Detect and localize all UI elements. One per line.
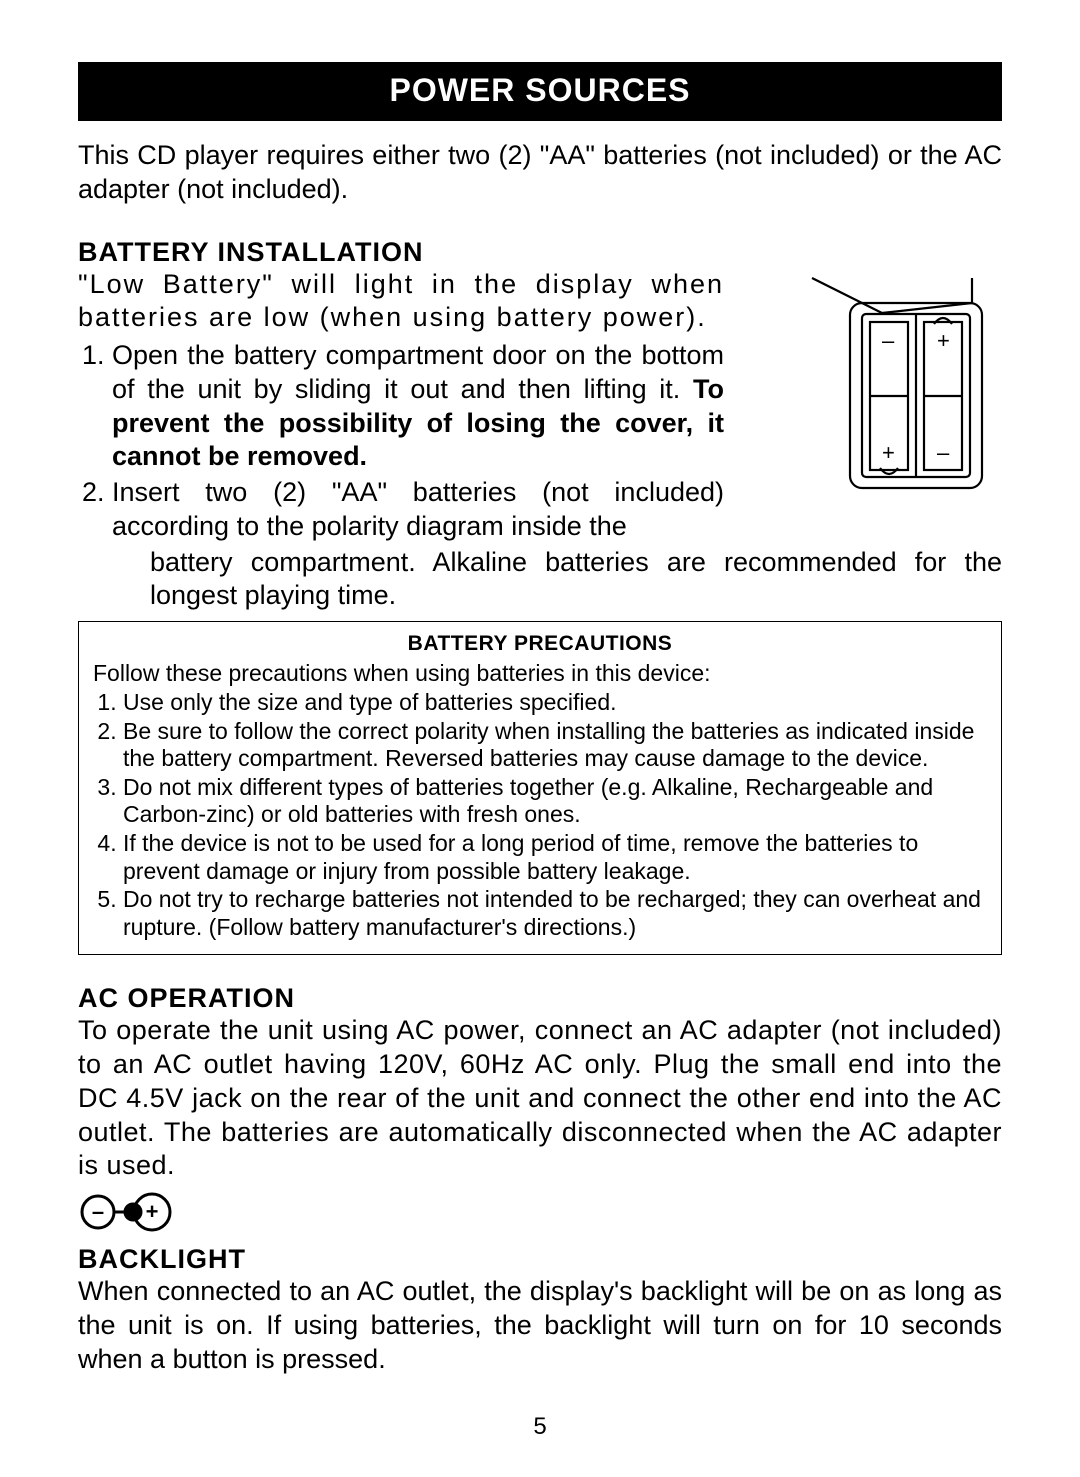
precaution-item: Be sure to follow the correct polarity w… [123, 718, 987, 773]
backlight-body: When connected to an AC outlet, the disp… [78, 1275, 1002, 1376]
precaution-item: Do not try to recharge batteries not int… [123, 886, 987, 941]
dc-polarity-icon: – + [78, 1189, 188, 1235]
minus-symbol: – [937, 440, 950, 465]
battery-step-1-pre: Open the battery compartment door on the… [112, 340, 724, 404]
battery-precautions-box: BATTERY PRECAUTIONS Follow these precaut… [78, 621, 1002, 955]
battery-installation-heading: BATTERY INSTALLATION [78, 237, 1002, 268]
battery-installation-row: "Low Battery" will light in the display … [78, 268, 1002, 546]
battery-step-2-head: Insert two (2) "AA" batteries (not inclu… [112, 476, 724, 544]
page-title-bar: POWER SOURCES [78, 62, 1002, 121]
battery-diagram: – + + – [742, 268, 1002, 546]
precautions-title: BATTERY PRECAUTIONS [93, 632, 987, 656]
page-title: POWER SOURCES [389, 72, 690, 108]
dc-polarity-diagram: – + [78, 1189, 1002, 1240]
battery-installation-text: "Low Battery" will light in the display … [78, 268, 724, 546]
precaution-item: Do not mix different types of batteries … [123, 774, 987, 829]
precaution-item: Use only the size and type of batteries … [123, 689, 987, 717]
plus-symbol: + [146, 1199, 159, 1224]
intro-text: This CD player requires either two (2) "… [78, 139, 1002, 207]
ac-operation-heading: AC OPERATION [78, 983, 1002, 1014]
precautions-list: Use only the size and type of batteries … [93, 689, 987, 941]
plus-symbol: + [882, 440, 895, 465]
battery-step-1: Open the battery compartment door on the… [112, 339, 724, 474]
battery-compartment-icon: – + + – [742, 268, 1002, 503]
minus-symbol: – [92, 1199, 104, 1224]
battery-steps: Open the battery compartment door on the… [78, 339, 724, 544]
precautions-intro: Follow these precautions when using batt… [93, 660, 987, 687]
ac-operation-body: To operate the unit using AC power, conn… [78, 1014, 1002, 1183]
page: POWER SOURCES This CD player requires ei… [0, 0, 1080, 1477]
backlight-heading: BACKLIGHT [78, 1244, 1002, 1275]
low-battery-text: "Low Battery" will light in the display … [78, 268, 724, 336]
page-number: 5 [0, 1413, 1080, 1441]
battery-step-2-tail: battery compartment. Alkaline batteries … [78, 546, 1002, 614]
minus-symbol: – [882, 328, 895, 353]
precaution-item: If the device is not to be used for a lo… [123, 830, 987, 885]
plus-symbol: + [937, 328, 950, 353]
